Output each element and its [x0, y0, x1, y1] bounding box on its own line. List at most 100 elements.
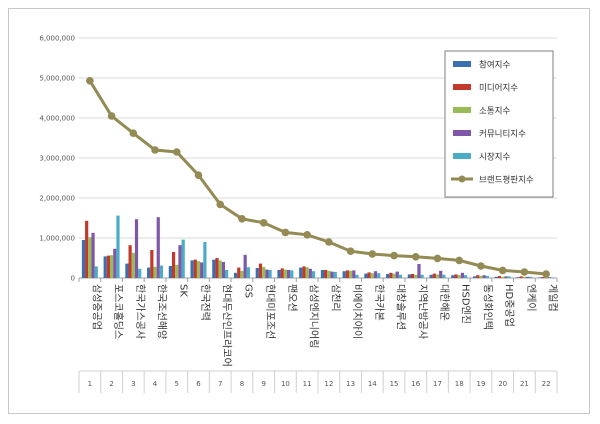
bar [547, 277, 551, 278]
line-point [259, 219, 268, 227]
rank-label: 8 [240, 380, 244, 388]
line-point [477, 262, 485, 270]
bar [196, 261, 201, 278]
bar [218, 260, 222, 278]
legend-swatch [453, 153, 471, 159]
rank-label: 3 [131, 380, 135, 388]
bar [277, 270, 281, 278]
rank-label: 16 [411, 380, 420, 388]
bar [246, 267, 250, 278]
line-point [498, 266, 507, 275]
bar [178, 245, 182, 278]
line-point [107, 112, 116, 120]
legend-swatch [453, 107, 471, 113]
bar [128, 245, 132, 278]
bar [290, 270, 294, 278]
category-label: 대창솔루션 [395, 284, 407, 330]
bar [113, 248, 117, 278]
y-tick-label: 2,000,000 [39, 195, 75, 203]
bar [237, 267, 241, 278]
chart: 0 1,000,000 2,000,000 3,000,000 4,000,000 5,0… [39, 35, 559, 393]
category-label: 한국카본 [373, 284, 385, 321]
bar [131, 252, 135, 278]
category-label: 한국가스공사 [134, 284, 146, 339]
bar [398, 274, 403, 278]
line-point [194, 171, 203, 179]
rank-label: 2 [109, 380, 113, 388]
bar [464, 275, 468, 278]
y-tick-label: 3,000,000 [39, 155, 75, 163]
bar [299, 267, 303, 278]
rank-label: 7 [218, 380, 222, 388]
rank-label: 19 [476, 380, 485, 388]
line-series [88, 80, 547, 276]
bar [156, 217, 160, 278]
y-tick-label: 6,000,000 [39, 35, 75, 43]
bar [171, 252, 176, 278]
bar [225, 270, 229, 278]
bar [410, 274, 415, 278]
bar [159, 265, 164, 278]
rank-label: 13 [346, 380, 355, 388]
rank-label: 1 [88, 380, 92, 388]
line-point [411, 253, 420, 261]
bar [103, 256, 107, 278]
rank-label: 20 [498, 380, 507, 388]
bar [255, 268, 259, 278]
category-label: 엔케이 [525, 284, 537, 312]
category-label: 삼천리 [329, 284, 341, 312]
legend-label: 브랜드평판지수 [479, 175, 534, 186]
y-tick-label: 0 [71, 275, 75, 283]
legend-swatch [458, 175, 466, 183]
bar [538, 277, 542, 278]
bar [373, 271, 378, 278]
bar [190, 260, 194, 278]
bar [541, 277, 545, 278]
line-point [151, 146, 159, 154]
legend-swatch [453, 130, 471, 136]
bar [109, 255, 114, 278]
bar [482, 275, 486, 278]
rank-label: 17 [433, 380, 442, 388]
bar [305, 267, 309, 278]
legend-label: 시장지수 [479, 152, 510, 163]
line-point [433, 254, 442, 263]
line-point [346, 247, 355, 255]
legend-swatch [453, 84, 471, 90]
legend-label: 미디어지수 [479, 83, 518, 94]
bar [193, 259, 197, 278]
bar [507, 276, 511, 278]
rank-label: 22 [542, 380, 551, 388]
category-label: 동성화인텍 [481, 284, 493, 330]
bar [125, 263, 129, 278]
category-label: 게일컴 [547, 284, 559, 312]
category-label: 지역난방공사 [416, 284, 428, 339]
bar [386, 274, 390, 278]
bar [311, 271, 316, 278]
line-point [542, 270, 550, 278]
bar [175, 264, 179, 278]
bar [330, 271, 334, 278]
rank-label: 21 [520, 380, 529, 388]
category-label: 현대미포조선 [264, 284, 276, 339]
bar [519, 276, 523, 278]
bar [203, 242, 207, 278]
bar [116, 215, 120, 278]
bar [352, 270, 356, 278]
bar [268, 270, 272, 278]
bar [550, 277, 555, 278]
bar [94, 266, 98, 278]
bar [504, 276, 508, 278]
bar [221, 262, 226, 278]
bar [529, 276, 533, 278]
bar [454, 274, 458, 278]
bar [138, 268, 142, 278]
bar [302, 266, 306, 278]
legend-box [444, 50, 554, 198]
bar [150, 250, 154, 278]
bar [429, 274, 433, 278]
rank-label: 10 [281, 380, 290, 388]
legend-swatch [453, 61, 471, 67]
legend-label: 소통지수 [479, 107, 510, 117]
line-point [390, 251, 398, 260]
